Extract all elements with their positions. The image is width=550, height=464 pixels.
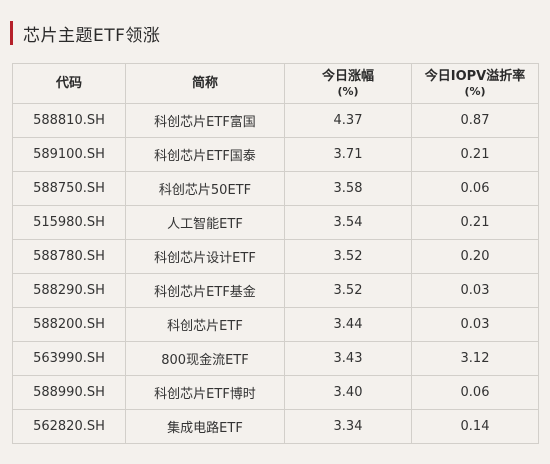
- cell-change: 3.52: [284, 273, 412, 308]
- cell-change: 3.58: [284, 171, 412, 206]
- table-row: 588750.SH 科创芯片50ETF 3.58 0.06: [12, 171, 539, 206]
- header-code: 代码: [12, 63, 126, 104]
- cell-premium: 0.03: [411, 273, 539, 308]
- cell-change: 4.37: [284, 103, 412, 138]
- cell-change: 3.40: [284, 375, 412, 410]
- cell-premium: 0.06: [411, 171, 539, 206]
- cell-code: 589100.SH: [12, 137, 126, 172]
- header-change-unit: (%): [337, 84, 359, 98]
- cell-premium: 0.14: [411, 409, 539, 444]
- cell-premium: 0.06: [411, 375, 539, 410]
- page-title: 芯片主题ETF领涨: [23, 25, 161, 46]
- cell-change: 3.52: [284, 239, 412, 274]
- cell-premium: 3.12: [411, 341, 539, 376]
- cell-code: 588290.SH: [12, 273, 126, 308]
- cell-change: 3.44: [284, 307, 412, 342]
- table-row: 588290.SH 科创芯片ETF基金 3.52 0.03: [12, 273, 539, 308]
- cell-name: 科创芯片ETF基金: [125, 273, 285, 308]
- cell-code: 588750.SH: [12, 171, 126, 206]
- cell-code: 562820.SH: [12, 409, 126, 444]
- header-premium: 今日IOPV溢折率 (%): [411, 63, 539, 104]
- cell-code: 563990.SH: [12, 341, 126, 376]
- cell-premium: 0.87: [411, 103, 539, 138]
- cell-change: 3.43: [284, 341, 412, 376]
- header-premium-unit: (%): [464, 84, 486, 98]
- cell-name: 科创芯片ETF博时: [125, 375, 285, 410]
- cell-premium: 0.21: [411, 137, 539, 172]
- cell-name: 集成电路ETF: [125, 409, 285, 444]
- cell-name: 科创芯片设计ETF: [125, 239, 285, 274]
- table-row: 588200.SH 科创芯片ETF 3.44 0.03: [12, 307, 539, 342]
- header-change: 今日涨幅 (%): [284, 63, 412, 104]
- table-row: 562820.SH 集成电路ETF 3.34 0.14: [12, 409, 539, 444]
- cell-name: 人工智能ETF: [125, 205, 285, 240]
- cell-premium: 0.20: [411, 239, 539, 274]
- cell-code: 588990.SH: [12, 375, 126, 410]
- table-row: 589100.SH 科创芯片ETF国泰 3.71 0.21: [12, 137, 539, 172]
- table-row: 515980.SH 人工智能ETF 3.54 0.21: [12, 205, 539, 240]
- cell-name: 科创芯片ETF富国: [125, 103, 285, 138]
- header-change-label: 今日涨幅: [321, 68, 374, 84]
- header-name: 简称: [125, 63, 285, 104]
- cell-code: 588780.SH: [12, 239, 126, 274]
- cell-change: 3.34: [284, 409, 412, 444]
- cell-premium: 0.03: [411, 307, 539, 342]
- etf-table: 代码 简称 今日涨幅 (%) 今日IOPV溢折率 (%) 588810.SH 科…: [12, 63, 539, 444]
- table-row: 563990.SH 800现金流ETF 3.43 3.12: [12, 341, 539, 376]
- header-premium-label: 今日IOPV溢折率: [424, 68, 526, 84]
- cell-code: 515980.SH: [12, 205, 126, 240]
- table-row: 588990.SH 科创芯片ETF博时 3.40 0.06: [12, 375, 539, 410]
- cell-code: 588200.SH: [12, 307, 126, 342]
- table-header-row: 代码 简称 今日涨幅 (%) 今日IOPV溢折率 (%): [12, 63, 539, 104]
- cell-name: 科创芯片ETF国泰: [125, 137, 285, 172]
- title-accent-bar: [10, 21, 13, 45]
- cell-code: 588810.SH: [12, 103, 126, 138]
- table-row: 588810.SH 科创芯片ETF富国 4.37 0.87: [12, 103, 539, 138]
- cell-change: 3.54: [284, 205, 412, 240]
- cell-name: 科创芯片50ETF: [125, 171, 285, 206]
- cell-name: 科创芯片ETF: [125, 307, 285, 342]
- cell-premium: 0.21: [411, 205, 539, 240]
- table-row: 588780.SH 科创芯片设计ETF 3.52 0.20: [12, 239, 539, 274]
- title-bar: 芯片主题ETF领涨: [10, 20, 160, 46]
- cell-change: 3.71: [284, 137, 412, 172]
- cell-name: 800现金流ETF: [125, 341, 285, 376]
